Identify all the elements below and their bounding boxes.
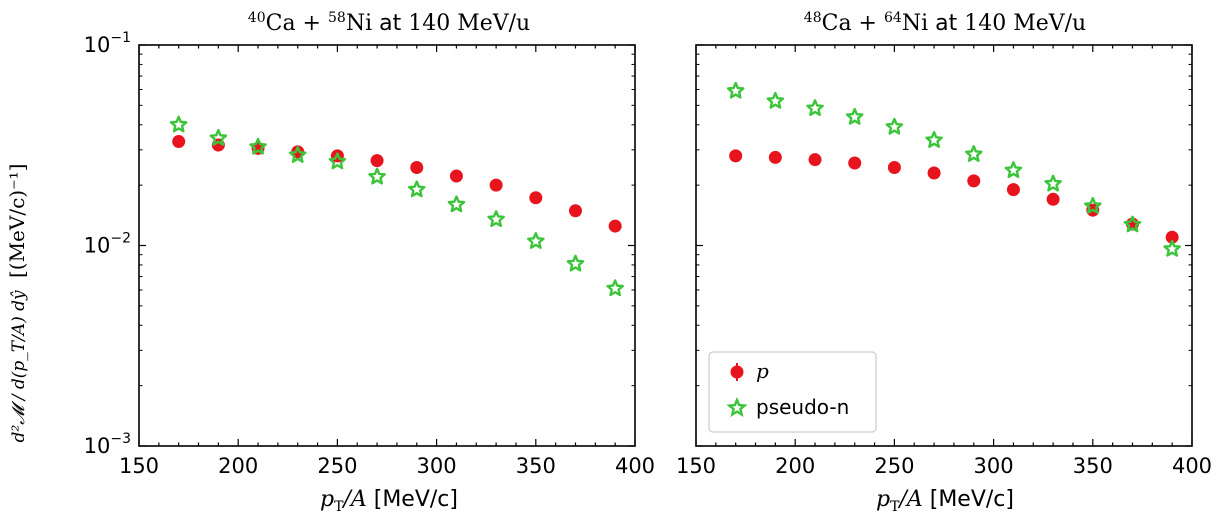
pseudo-n-point	[487, 210, 505, 228]
pseudo-n-point	[209, 128, 228, 146]
legend-pseudo-n-marker	[726, 396, 748, 417]
x-tick-label: 150	[119, 454, 159, 478]
legend-box	[708, 351, 877, 433]
pseudo-n-point	[526, 232, 545, 249]
y-axis-label: d²𝓜 / d(p_T/A) dŷ [(MeV/c)⁻¹]	[5, 164, 29, 443]
panel-left: 40Ca + 58Ni at 140 MeV/u 150 200 250 300 350…	[84, 10, 655, 515]
y-tick-label: 10−2	[84, 231, 131, 258]
legend-p-label: p	[756, 359, 769, 383]
pseudo-n-point	[806, 99, 824, 117]
panel-right: 48Ca + 64Ni at 140 MeV/u 150 200 250 300 350…	[676, 10, 1212, 515]
panel-right-ticks: 150 200 250 300 350 400	[676, 44, 1212, 478]
pseudo-n-point	[964, 145, 983, 162]
pseudo-n-point	[1123, 215, 1142, 233]
panel-left-ticks: 150 200 250 300 350 400 10−1 10−2 10−3	[84, 30, 655, 478]
pseudo-n-point	[885, 117, 904, 135]
y-axis-label-unit: [(MeV/c)⁻¹]	[5, 164, 29, 278]
x-tick-label: 150	[676, 454, 716, 478]
p-point	[927, 166, 941, 180]
pseudo-n-point	[1004, 161, 1023, 179]
p-point	[608, 219, 622, 233]
pseudo-n-point	[726, 81, 745, 99]
p-point	[172, 135, 186, 149]
pseudo-n-point	[1163, 239, 1181, 257]
pseudo-n-point	[925, 131, 943, 148]
svg-text:d²𝓜 / d(p_T/A) dŷ [(MeV: d²𝓜 / d(p_T/A) dŷ [(MeV/c)⁻¹]	[5, 164, 29, 443]
x-tick-label: 200	[775, 454, 815, 478]
pseudo-n-point	[288, 146, 307, 163]
panel-left-xlabel: pT/A [MeV/c]	[320, 487, 458, 515]
p-point	[729, 149, 743, 163]
panel-left-title: 40Ca + 58Ni at 140 MeV/u	[248, 10, 530, 36]
panel-right-xlabel: pT/A [MeV/c]	[876, 487, 1014, 515]
x-tick-label: 200	[218, 454, 258, 478]
p-point	[967, 174, 981, 188]
pseudo-n-point	[845, 107, 864, 125]
x-tick-label: 250	[317, 454, 357, 478]
pseudo-n-point	[407, 180, 426, 198]
p-point	[529, 191, 543, 205]
pseudo-n-point	[249, 137, 267, 155]
p-point	[1165, 230, 1179, 244]
y-tick-label: 10−3	[84, 431, 131, 458]
legend: p pseudo-n	[708, 351, 877, 433]
x-tick-label: 350	[516, 454, 556, 478]
p-point	[1006, 183, 1020, 197]
legend-pseudo-n-label: pseudo-n	[756, 395, 849, 419]
y-tick-label: 10−1	[84, 30, 131, 57]
panel-left-marks	[169, 115, 624, 297]
pseudo-n-point	[328, 152, 347, 170]
x-tick-label: 350	[1073, 454, 1113, 478]
p-point	[887, 160, 901, 174]
p-point	[410, 160, 424, 174]
panel-right-title: 48Ca + 64Ni at 140 MeV/u	[804, 10, 1086, 36]
panel-right-marks	[726, 81, 1181, 257]
x-tick-label: 400	[1172, 454, 1212, 478]
legend-p-marker	[730, 365, 744, 379]
pseudo-n-point	[447, 195, 466, 213]
pseudo-n-point	[1044, 174, 1062, 192]
x-tick-label: 400	[615, 454, 655, 478]
y-axis-label-fraction: d²𝓜 / d(p_T/A) dŷ	[9, 290, 29, 442]
p-point	[370, 154, 384, 168]
p-point	[768, 150, 782, 164]
pseudo-n-point	[1083, 197, 1102, 214]
x-tick-label: 250	[874, 454, 914, 478]
p-point	[1046, 192, 1060, 206]
p-point	[848, 156, 862, 170]
pseudo-n-point	[368, 167, 386, 185]
panel-left-frame	[138, 44, 636, 447]
pseudo-n-point	[766, 91, 785, 109]
p-point	[449, 169, 463, 183]
x-tick-label: 300	[974, 454, 1014, 478]
p-point	[808, 153, 822, 167]
p-point	[489, 178, 503, 192]
pseudo-n-point	[606, 279, 624, 297]
x-tick-label: 300	[417, 454, 457, 478]
pseudo-n-point	[566, 254, 585, 272]
pseudo-n-point	[169, 115, 188, 133]
p-point	[568, 204, 582, 218]
